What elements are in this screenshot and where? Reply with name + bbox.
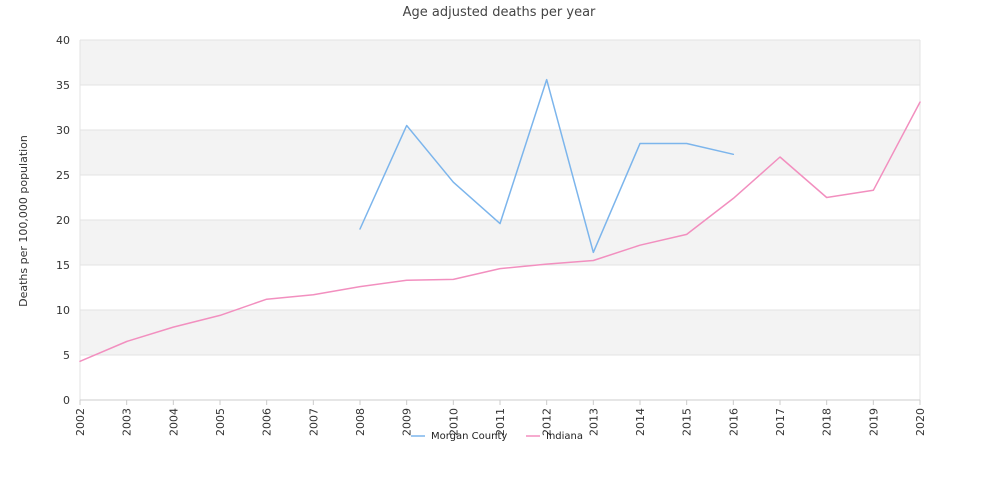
legend-item-indiana[interactable]: Indiana	[526, 431, 583, 442]
plot-band	[80, 175, 920, 220]
x-tick-label: 2005	[214, 408, 227, 436]
y-tick-label: 10	[56, 304, 70, 317]
y-tick-label: 15	[56, 259, 70, 272]
x-tick-label: 2003	[121, 408, 134, 436]
y-axis: 0 5 10 15 20 25 30 35 40	[56, 34, 70, 407]
x-tick-label: 2020	[914, 408, 927, 436]
series-line-indiana[interactable]	[79, 101, 921, 363]
y-tick-label: 30	[56, 124, 70, 137]
x-tick-label: 2018	[821, 408, 834, 436]
plot-band	[80, 40, 920, 85]
x-tick-label: 2010	[447, 408, 460, 436]
x-tick-label: 2008	[354, 408, 367, 436]
x-tick-label: 2011	[494, 408, 507, 436]
y-tick-label: 40	[56, 34, 70, 47]
plot-band	[80, 220, 920, 265]
x-axis: 2002 2003 2004 2005 2006 2007 2008 2009 2010 2011…	[74, 400, 927, 436]
chart-title: Age adjusted deaths per year	[403, 5, 596, 20]
legend-label-morgan-county: Morgan County	[431, 431, 507, 442]
legend[interactable]: Morgan County Indiana	[411, 431, 583, 442]
series-lines	[79, 78, 921, 363]
x-tick-label: 2019	[867, 408, 880, 436]
x-tick-label: 2004	[167, 408, 180, 436]
x-tick-label: 2013	[587, 408, 600, 436]
x-tick-label: 2016	[727, 408, 740, 436]
plot-band	[80, 130, 920, 175]
x-tick-label: 2007	[307, 408, 320, 436]
legend-item-morgan-county[interactable]: Morgan County	[411, 431, 507, 442]
x-tick-label: 2014	[634, 408, 647, 436]
y-tick-label: 20	[56, 214, 70, 227]
x-tick-label: 2015	[681, 408, 694, 436]
legend-label-indiana: Indiana	[546, 431, 583, 442]
plot-band	[80, 85, 920, 130]
x-tick-label: 2009	[401, 408, 414, 436]
y-tick-label: 5	[63, 349, 70, 362]
plot-band	[80, 265, 920, 310]
x-tick-label: 2012	[541, 408, 554, 436]
x-tick-label: 2017	[774, 408, 787, 436]
y-tick-label: 35	[56, 79, 70, 92]
y-tick-label: 25	[56, 169, 70, 182]
series-line-morgan-county[interactable]	[359, 78, 735, 254]
plot-bands	[80, 40, 920, 400]
x-tick-label: 2002	[74, 408, 87, 436]
y-axis-label: Deaths per 100,000 population	[17, 135, 30, 307]
plot-band	[80, 355, 920, 400]
x-tick-label: 2006	[261, 408, 274, 436]
plot-band	[80, 310, 920, 355]
y-tick-label: 0	[63, 394, 70, 407]
